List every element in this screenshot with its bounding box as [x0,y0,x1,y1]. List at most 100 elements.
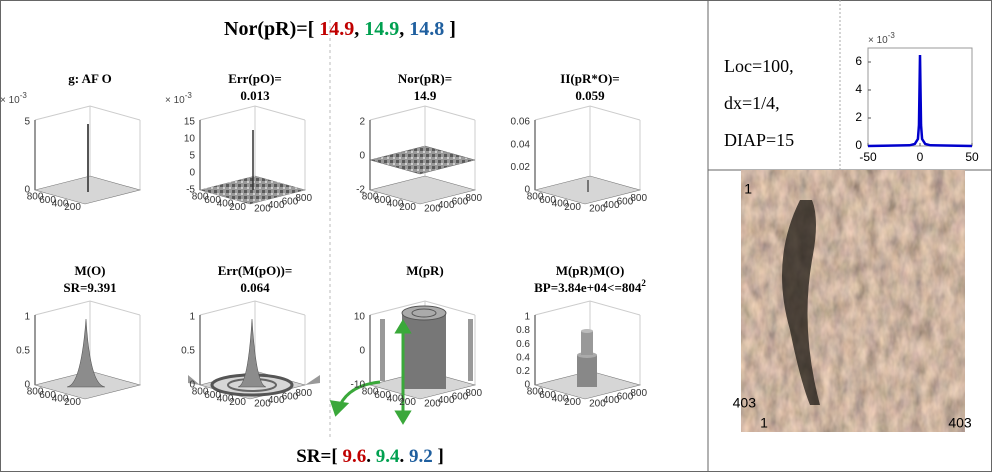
y-label: 1 [744,181,752,197]
header: Nor(pR)=[ 14.9, 14.9, 14.8 ] [224,18,456,40]
x-label: 403 [948,415,972,431]
z-tick-label: 0.8 [516,325,530,336]
exponent-power: -3 [185,91,193,100]
text-run: 9.6 [342,446,366,467]
exponent-base: × 10 [0,95,20,106]
z-tick-label: 1 [24,312,30,323]
x-label: 1 [760,415,768,431]
text-run: 14.8 [409,18,444,40]
title-line: BP=3.84e+04<=804 [534,280,642,295]
z-tick-label: 0.5 [181,346,195,357]
x-tick-label: 200 [64,202,81,213]
title-sup: 2 [641,278,646,288]
surface-plots [35,106,640,422]
surface [370,301,475,399]
exponent: × 10-3 [165,91,192,106]
x-tick-label: 200 [229,397,246,408]
parameter: DIAP=15 [724,130,794,150]
exponent-base: × 10 [165,95,185,106]
title-line: Err(pO)= [228,71,282,86]
text-run: . [366,446,376,467]
x-tick-label: 0 [917,150,924,164]
y-tick-label: 800 [465,388,482,399]
x-tick-label: 200 [399,397,416,408]
x-tick-label: 200 [564,397,581,408]
x-tick-label: 200 [64,397,81,408]
panel-title: SR=9.391 [63,280,116,295]
y-tick-label: 800 [295,388,312,399]
surface [188,301,320,399]
z-tick-label: 0.6 [516,339,530,350]
text-run: ] [433,446,444,467]
z-tick-label: 0 [359,151,365,162]
text-run: , [399,18,409,40]
title-line: 0.064 [240,280,270,295]
z-tick-label: 0.2 [516,366,530,377]
text-run: 14.9 [364,18,399,40]
x-tick-label: 200 [399,202,416,213]
exponent: × 10-3 [0,91,27,106]
panel-title: 0.064 [240,280,270,295]
surface [200,106,305,204]
exponent-power: -3 [20,91,28,100]
y-tick-label: 800 [295,193,312,204]
title-line: 0.059 [575,88,605,103]
x-tick-label: 200 [564,202,581,213]
panel-title: Nor(pR)= [398,71,452,86]
panel-title: 14.9 [414,88,437,103]
surface [535,106,640,204]
z-tick-label: 5 [24,117,30,128]
z-tick-label: 10 [184,134,196,145]
z-tick-label: 0.5 [16,346,30,357]
z-tick-label: 0 [189,168,195,179]
y-label: 403 [733,395,757,411]
exponent-base: × 10 [868,35,888,46]
panel-title: M(pR)M(O) [556,263,625,278]
z-tick-label: 0 [359,346,365,357]
text-run: SR=[ [296,446,342,467]
z-tick-label: 2 [359,117,365,128]
y-tick-label: 800 [630,388,647,399]
y-tick-label: 6 [855,54,862,68]
text-run: ] [444,18,456,40]
title-line: Nor(pR)= [398,71,452,86]
panel-title: g: AF O [68,71,112,86]
title-line: g: AF O [68,71,112,86]
z-tick-label: 1 [189,312,195,323]
title-line: II(pR*O)= [560,71,619,86]
y-tick-label: 800 [465,193,482,204]
title-line: SR=9.391 [63,280,116,295]
z-tick-label: 0.06 [511,117,531,128]
y-tick-label: 4 [855,82,862,96]
surface [535,301,640,399]
title-line: M(O) [74,263,105,278]
surface [35,106,140,204]
exponent-power: -3 [888,31,896,40]
surface [35,301,140,399]
panel-title: Err(M(pO))= [218,263,293,278]
y-tick-label: 2 [855,110,862,124]
title-line: M(pR)M(O) [556,263,625,278]
panel-title: II(pR*O)= [560,71,619,86]
exponent: × 10-3 [868,31,895,46]
text-run: 14.9 [319,18,354,40]
x-tick-label: 50 [965,150,979,164]
text-run: 9.4 [376,446,400,467]
panel-title: 0.013 [240,88,270,103]
z-tick-label: 15 [184,117,196,128]
figure: Nor(pR)=[ 14.9, 14.9, 14.8 ] SR=[ 9.6. 9.… [0,0,992,472]
panel-title: M(O) [74,263,105,278]
text-run: , [354,18,364,40]
text-run: . [399,446,409,467]
footer: SR=[ 9.6. 9.4. 9.2 ] [296,446,444,467]
z-tick-label: 10 [354,312,366,323]
x-tick-label: -50 [859,150,877,164]
z-tick-label: 0.02 [511,162,531,173]
panel-title: Err(pO)= [228,71,282,86]
title-line: M(pR) [406,263,444,278]
z-tick-label: 0.4 [516,352,530,363]
z-tick-label: 5 [189,151,195,162]
y-tick-label: 800 [630,193,647,204]
title-line: 0.013 [240,88,270,103]
title-line: 14.9 [414,88,437,103]
